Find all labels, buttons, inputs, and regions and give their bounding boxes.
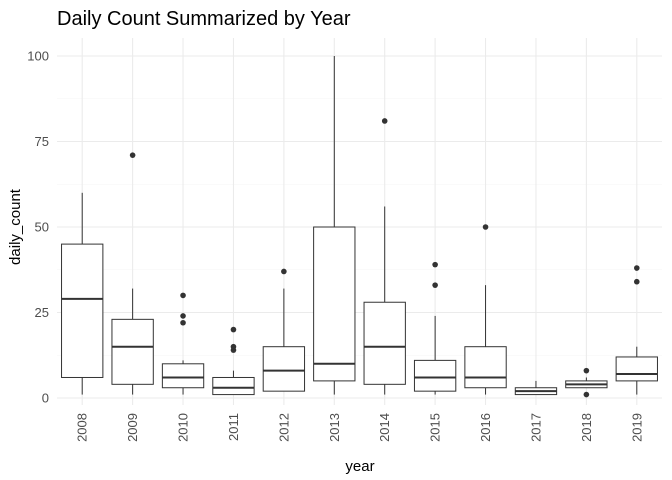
x-tick-label: 2013 — [327, 413, 342, 442]
x-axis-title: year — [345, 458, 374, 475]
outlier-point — [180, 319, 186, 326]
box-iqr — [262, 346, 306, 392]
box-series — [61, 56, 658, 398]
box-iqr — [61, 243, 104, 378]
y-axis-title: daily_count — [7, 188, 24, 265]
box-iqr — [111, 318, 154, 385]
outlier-point — [583, 367, 590, 374]
y-axis-ticks: 0 25 50 75 100 — [27, 49, 49, 406]
box-2010 — [161, 292, 205, 395]
x-tick-label: 2012 — [276, 413, 291, 442]
box-2013 — [313, 56, 356, 395]
outlier-point — [180, 313, 186, 319]
box-2011 — [212, 326, 255, 396]
y-tick-label: 25 — [35, 305, 49, 320]
outlier-point — [230, 326, 237, 333]
x-axis-ticks: 2008 2009 2010 2011 2012 2013 2014 2015 2016 2017… — [75, 413, 645, 442]
x-tick-label: 2009 — [125, 413, 140, 442]
outlier-point — [633, 265, 640, 271]
x-tick-label: 2016 — [478, 413, 493, 442]
x-tick-label: 2011 — [226, 413, 241, 441]
y-tick-label: 75 — [35, 134, 49, 149]
outlier-point — [180, 292, 186, 299]
x-tick-label: 2017 — [528, 413, 543, 442]
y-tick-label: 100 — [27, 49, 49, 64]
outlier-point — [129, 152, 136, 158]
y-tick-label: 0 — [42, 391, 49, 406]
y-tick-label: 50 — [35, 220, 49, 235]
outlier-point — [633, 278, 640, 285]
box-2015 — [413, 261, 457, 395]
x-tick-label: 2019 — [629, 413, 644, 442]
outlier-point — [281, 268, 287, 275]
chart-title: Daily Count Summarized by Year — [57, 8, 351, 30]
box-2012 — [262, 268, 306, 392]
box-2019 — [615, 265, 658, 395]
box-iqr — [615, 356, 658, 382]
box-2009 — [111, 152, 154, 395]
outlier-point — [230, 343, 237, 350]
box-iqr — [212, 376, 255, 396]
outlier-point — [432, 261, 438, 268]
outlier-point — [381, 118, 388, 124]
outlier-point — [482, 224, 489, 230]
outlier-point — [583, 391, 590, 398]
x-tick-label: 2015 — [428, 413, 443, 442]
box-iqr — [413, 359, 457, 392]
outlier-point — [432, 282, 438, 288]
x-tick-label: 2010 — [176, 413, 191, 442]
box-2018 — [565, 367, 608, 398]
box-2016 — [464, 224, 507, 395]
x-tick-label: 2008 — [75, 413, 90, 442]
box-iqr — [363, 301, 406, 385]
box-2008 — [61, 192, 104, 395]
box-2017 — [514, 380, 558, 396]
box-iqr — [161, 363, 205, 389]
box-iqr — [464, 346, 507, 389]
x-tick-label: 2014 — [377, 413, 392, 442]
box-iqr — [313, 226, 356, 382]
x-tick-label: 2018 — [579, 413, 594, 442]
box-2014 — [363, 118, 406, 395]
